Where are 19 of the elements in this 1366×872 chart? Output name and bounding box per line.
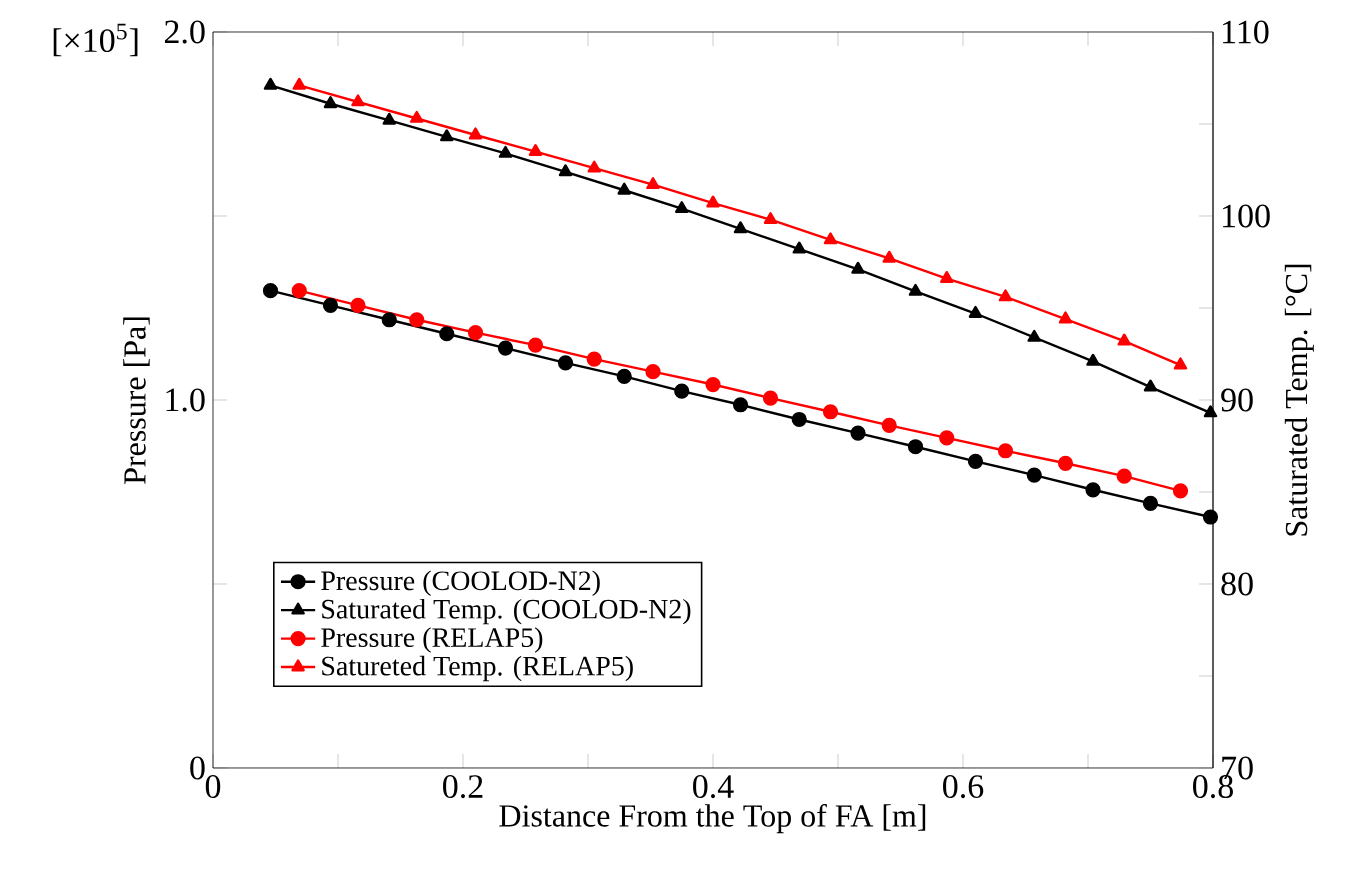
- y-axis-title: Pressure [Pa]: [123, 317, 150, 484]
- x-tick-label: 0: [205, 775, 221, 799]
- legend-label: Saturated Temp. (COOLOD-N2): [322, 598, 691, 625]
- x-axis-title: Distance From the Top of FA [m]: [499, 803, 926, 834]
- x-tick-label: 0.4: [693, 775, 734, 799]
- legend-label: Pressure (COOLOD-N2): [321, 570, 600, 596]
- y2-tick-label: 90: [1221, 388, 1253, 412]
- y-tick-label: 1.0: [166, 388, 205, 412]
- y-tick-label: 2.0: [164, 20, 205, 44]
- legend-label: Pressure (RELAP5): [321, 627, 543, 653]
- x-tick-label: 0.6: [943, 775, 984, 799]
- y-tick-label: 0: [190, 756, 205, 780]
- legend-label: Satureted Temp. (RELAP5): [322, 655, 633, 682]
- x-tick-label: 0.2: [443, 775, 483, 799]
- y2-tick-label: 80: [1221, 572, 1253, 596]
- text: [×10$^{5}$]: [53, 23, 138, 57]
- y2-axis-title: Saturated Temp. [°C]: [1284, 264, 1314, 536]
- y2-tick-label: 100: [1223, 204, 1270, 228]
- y2-tick-label: 110: [1223, 20, 1269, 44]
